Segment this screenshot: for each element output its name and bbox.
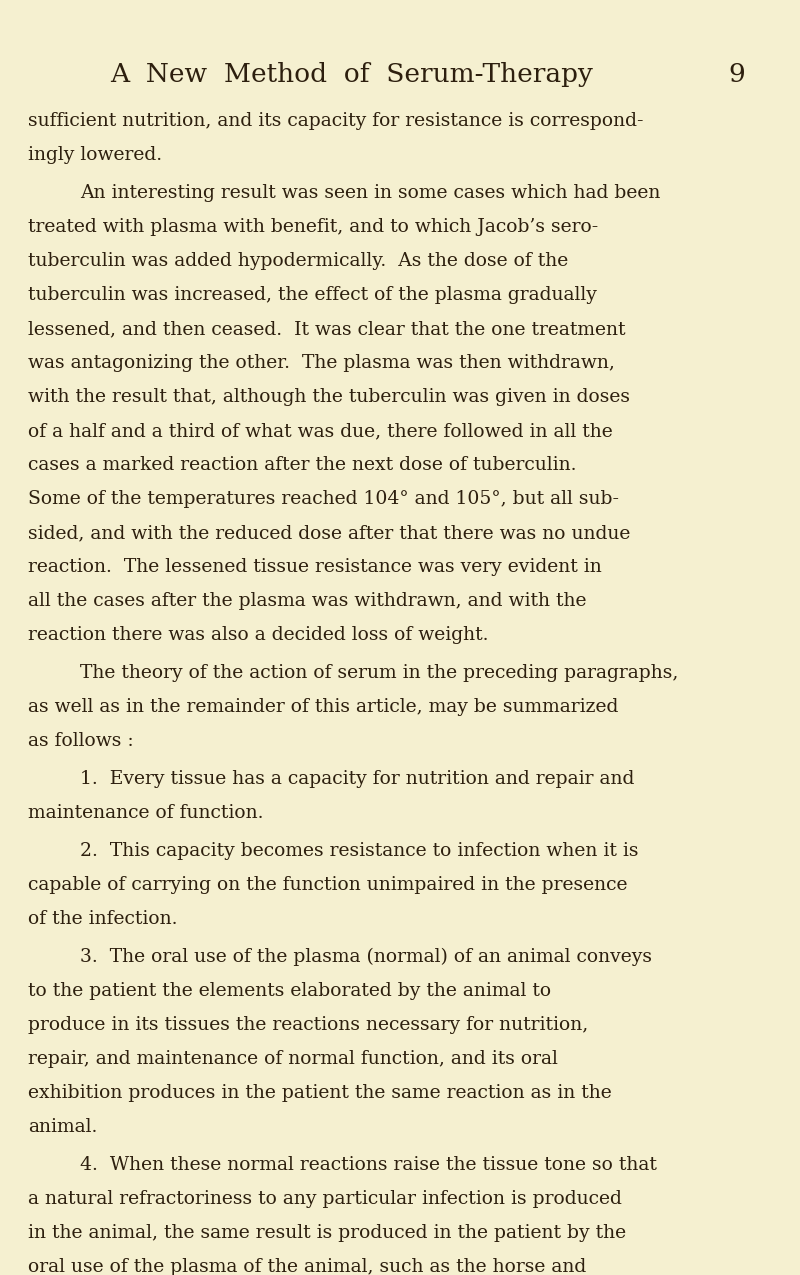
- Text: as well as in the remainder of this article, may be summarized: as well as in the remainder of this arti…: [28, 697, 618, 717]
- Text: reaction.  The lessened tissue resistance was very evident in: reaction. The lessened tissue resistance…: [28, 558, 602, 576]
- Text: a natural refractoriness to any particular infection is produced: a natural refractoriness to any particul…: [28, 1190, 622, 1207]
- Text: with the result that, although the tuberculin was given in doses: with the result that, although the tuber…: [28, 388, 630, 405]
- Text: lessened, and then ceased.  It was clear that the one treatment: lessened, and then ceased. It was clear …: [28, 320, 626, 338]
- Text: all the cases after the plasma was withdrawn, and with the: all the cases after the plasma was withd…: [28, 592, 586, 609]
- Text: 1.  Every tissue has a capacity for nutrition and repair and: 1. Every tissue has a capacity for nutri…: [80, 770, 634, 788]
- Text: 4.  When these normal reactions raise the tissue tone so that: 4. When these normal reactions raise the…: [80, 1156, 657, 1174]
- Text: as follows :: as follows :: [28, 732, 134, 750]
- Text: exhibition produces in the patient the same reaction as in the: exhibition produces in the patient the s…: [28, 1084, 612, 1102]
- Text: An interesting result was seen in some cases which had been: An interesting result was seen in some c…: [80, 184, 660, 201]
- Text: tuberculin was increased, the effect of the plasma gradually: tuberculin was increased, the effect of …: [28, 286, 597, 303]
- Text: repair, and maintenance of normal function, and its oral: repair, and maintenance of normal functi…: [28, 1051, 558, 1068]
- Text: tuberculin was added hypodermically.  As the dose of the: tuberculin was added hypodermically. As …: [28, 252, 568, 270]
- Text: of a half and a third of what was due, there followed in all the: of a half and a third of what was due, t…: [28, 422, 613, 440]
- Text: 2.  This capacity becomes resistance to infection when it is: 2. This capacity becomes resistance to i…: [80, 842, 638, 861]
- Text: sided, and with the reduced dose after that there was no undue: sided, and with the reduced dose after t…: [28, 524, 630, 542]
- Text: ingly lowered.: ingly lowered.: [28, 147, 162, 164]
- Text: was antagonizing the other.  The plasma was then withdrawn,: was antagonizing the other. The plasma w…: [28, 354, 615, 372]
- Text: treated with plasma with benefit, and to which Jacob’s sero-: treated with plasma with benefit, and to…: [28, 218, 598, 236]
- Text: produce in its tissues the reactions necessary for nutrition,: produce in its tissues the reactions nec…: [28, 1016, 588, 1034]
- Text: Some of the temperatures reached 104° and 105°, but all sub-: Some of the temperatures reached 104° an…: [28, 490, 619, 507]
- Text: sufficient nutrition, and its capacity for resistance is correspond-: sufficient nutrition, and its capacity f…: [28, 112, 643, 130]
- Text: 3.  The oral use of the plasma (normal) of an animal conveys: 3. The oral use of the plasma (normal) o…: [80, 949, 652, 966]
- Text: 9: 9: [728, 62, 745, 87]
- Text: oral use of the plasma of the animal, such as the horse and: oral use of the plasma of the animal, su…: [28, 1258, 586, 1275]
- Text: The theory of the action of serum in the preceding paragraphs,: The theory of the action of serum in the…: [80, 664, 678, 682]
- Text: in the animal, the same result is produced in the patient by the: in the animal, the same result is produc…: [28, 1224, 626, 1242]
- Text: maintenance of function.: maintenance of function.: [28, 805, 263, 822]
- Text: reaction there was also a decided loss of weight.: reaction there was also a decided loss o…: [28, 626, 489, 644]
- Text: animal.: animal.: [28, 1118, 98, 1136]
- Text: A  New  Method  of  Serum-Therapy: A New Method of Serum-Therapy: [110, 62, 594, 87]
- Text: capable of carrying on the function unimpaired in the presence: capable of carrying on the function unim…: [28, 876, 627, 894]
- Text: of the infection.: of the infection.: [28, 910, 178, 928]
- Text: cases a marked reaction after the next dose of tuberculin.: cases a marked reaction after the next d…: [28, 456, 577, 474]
- Text: to the patient the elements elaborated by the animal to: to the patient the elements elaborated b…: [28, 982, 551, 1000]
